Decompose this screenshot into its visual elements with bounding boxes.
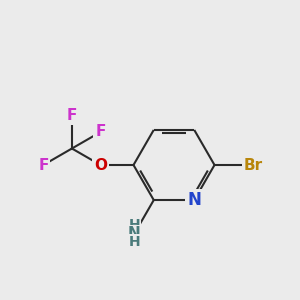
- Text: N: N: [187, 191, 201, 209]
- Text: F: F: [95, 124, 106, 140]
- Text: O: O: [94, 158, 107, 172]
- Text: H: H: [128, 218, 140, 233]
- Text: N: N: [128, 226, 141, 241]
- Text: F: F: [67, 108, 77, 123]
- Text: Br: Br: [244, 158, 263, 172]
- Text: H: H: [128, 235, 140, 249]
- Text: F: F: [38, 158, 49, 172]
